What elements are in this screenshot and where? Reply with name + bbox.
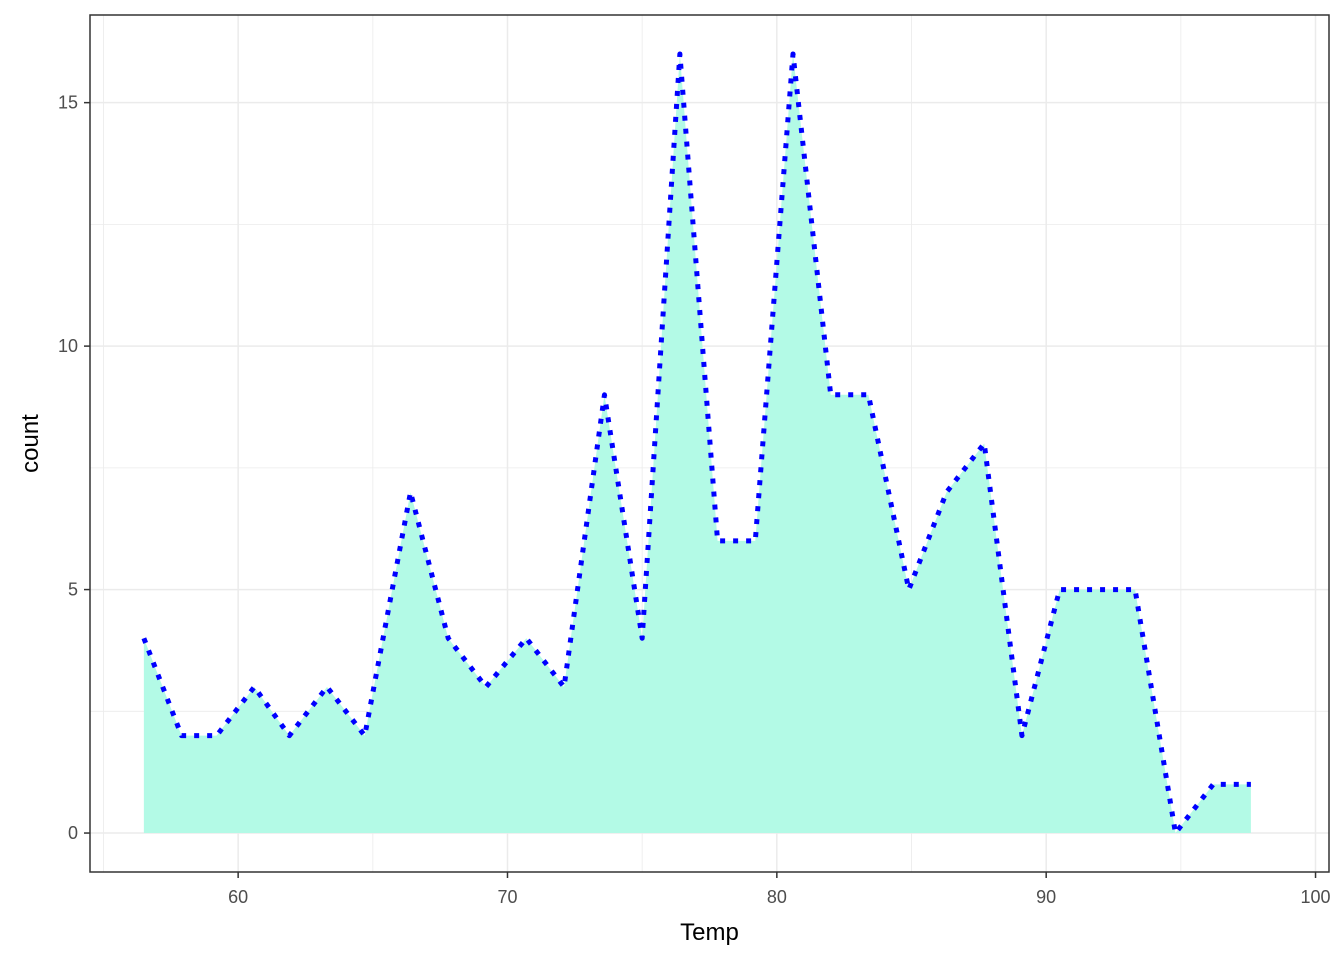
y-tick-label: 0 — [68, 823, 78, 843]
panel-border — [89, 14, 1330, 873]
x-tick-label: 70 — [497, 887, 517, 907]
y-tick-label: 10 — [58, 336, 78, 356]
y-axis-title: count — [17, 414, 44, 473]
x-tick-label: 90 — [1036, 887, 1056, 907]
area-layer — [143, 53, 1251, 834]
x-axis: 60 70 80 90 100 — [228, 872, 1331, 907]
x-axis-title: Temp — [680, 919, 739, 946]
series-line — [141, 51, 1251, 836]
x-tick-label: 100 — [1301, 887, 1331, 907]
line-layer — [141, 51, 1251, 836]
y-axis: 0 5 10 15 — [58, 93, 90, 843]
area-fill — [143, 53, 1251, 834]
y-tick-label: 15 — [58, 93, 78, 113]
y-tick-label: 5 — [68, 580, 78, 600]
x-tick-label: 80 — [767, 887, 787, 907]
x-tick-label: 60 — [228, 887, 248, 907]
